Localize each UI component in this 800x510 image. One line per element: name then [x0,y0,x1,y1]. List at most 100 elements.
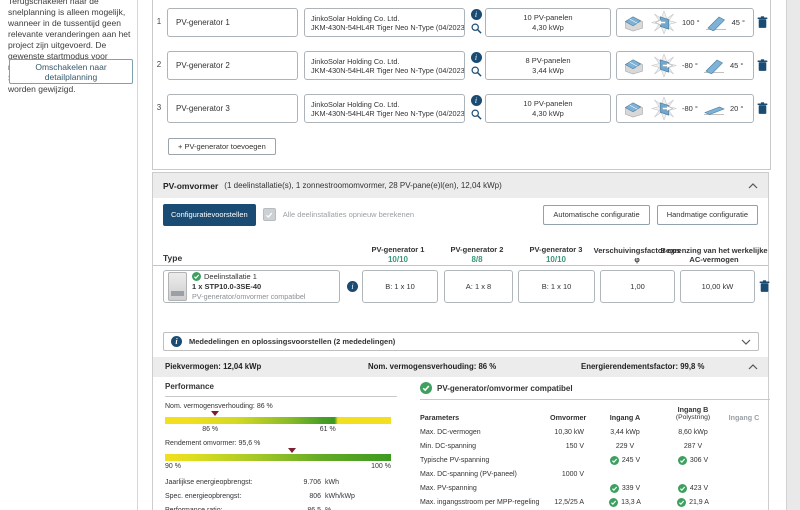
delete-subsystem-button[interactable] [759,280,770,293]
generator-name-field[interactable]: PV-generator 1 [167,8,298,37]
delete-row-button[interactable] [757,59,768,72]
module-type: JKM-430N-54HL4R Tiger Neo N-Type (04/202… [311,108,465,118]
expand-messages-icon[interactable] [741,339,751,345]
collapse-section-icon[interactable] [748,182,758,189]
panel-power: 4,30 kWp [532,22,564,32]
module-field[interactable]: JinkoSolar Holding Co. Ltd. JKM-430N-54H… [304,94,465,123]
panel-count-field[interactable]: 10 PV-panelen 4,30 kWp [485,94,611,123]
tilt-icon [705,16,726,31]
module-field[interactable]: JinkoSolar Holding Co. Ltd. JKM-430N-54H… [304,51,465,80]
ok-check-icon [677,455,687,465]
info-icon[interactable] [347,281,358,292]
pv-inverter-section: PV-omvormer (1 deelinstallatie(s), 1 zon… [152,172,770,510]
type-column-header: Type [163,253,183,263]
module-manufacturer: JinkoSolar Holding Co. Ltd. [311,56,400,66]
peak-power: Piekvermogen: 12,04 kWp [165,362,262,371]
search-icon[interactable] [471,66,482,77]
sidebar-divider [137,0,138,510]
generator-name: PV-generator 3 [176,104,230,113]
section-subtitle: (1 deelinstallatie(s), 1 zonnestroomomvo… [224,181,502,190]
module-actions [469,95,483,120]
ok-check-icon [609,497,619,507]
compat-row: Max. PV-spanning 339 V 423 V [420,483,709,493]
pv-inverter-header: PV-omvormer (1 deelinstallatie(s), 1 zon… [153,173,768,198]
manual-config-button[interactable]: Handmatige configuratie [656,204,758,225]
vertical-scrollbar[interactable] [786,0,800,510]
tilt-value: 20 ° [729,104,744,113]
info-icon[interactable] [470,95,482,106]
configuration-toolbar: Configuratievoorstellen Alle deelinstall… [163,203,758,226]
energy-yield-factor: Energierendementsfactor: 99,8 % [581,362,705,371]
panel-count-field[interactable]: 8 PV-panelen 3,44 kWp [485,51,611,80]
info-icon[interactable] [470,52,482,63]
azimuth-value: 100 ° [682,18,700,27]
messages-label: Mededelingen en oplossingsvoorstellen (2… [189,337,396,346]
compat-row: Max. DC-spanning (PV-paneel) 1000 V [420,470,584,478]
search-icon[interactable] [471,23,482,34]
cos-phi-field[interactable]: 1,00 [600,270,675,303]
module-field[interactable]: JinkoSolar Holding Co. Ltd. JKM-430N-54H… [304,8,465,37]
ratio-bar-label: Nom. vermogensverhouding: 86 % [165,403,273,410]
string-count-value: 10/10 [545,255,567,264]
delete-row-button[interactable] [757,16,768,29]
string-config-gen2[interactable]: A: 1 x 8 [444,270,513,303]
collapse-details-icon[interactable] [748,364,758,370]
panel-power: 4,30 kWp [532,108,564,118]
column-header-ac-limit: Begrenzing van het werkelijke AC-vermoge… [660,246,768,264]
string-count-value: 10/10 [387,255,409,264]
generator-name: PV-generator 2 [176,61,230,70]
stat-row: Spec. energieopbrengst: 806 kWh/kWp [165,492,355,500]
tilt-value: 45 ° [729,61,744,70]
module-manufacturer: JinkoSolar Holding Co. Ltd. [311,99,400,109]
pv-generator-row: 1 PV-generator 1 JinkoSolar Holding Co. … [153,8,770,37]
search-icon[interactable] [471,109,482,120]
check-icon [266,212,273,218]
info-icon [171,336,182,347]
orientation-field[interactable]: -80 ° 45 ° [616,51,754,80]
switch-to-detail-planning-button[interactable]: Omschakelen naar detailplanning [9,59,133,84]
column-header-pv-generator-3: PV-generator 3 10/10 [516,245,596,264]
inverter-image [168,272,187,301]
orientation-field[interactable]: 100 ° 45 ° [616,8,754,37]
info-icon[interactable] [470,9,482,20]
tilt-value: 45 ° [731,18,746,27]
generator-name-field[interactable]: PV-generator 3 [167,94,298,123]
module-manufacturer: JinkoSolar Holding Co. Ltd. [311,13,400,23]
stat-row: Performance ratio: 86,5% [165,506,332,510]
pv-generator-row: 2 PV-generator 2 JinkoSolar Holding Co. … [153,51,770,80]
panel-count-field[interactable]: 10 PV-panelen 4,30 kWp [485,8,611,37]
ok-check-icon [677,483,687,493]
efficiency-gauge [165,448,391,461]
performance-title: Performance [165,382,214,391]
ac-limit-field[interactable]: 10,00 kW [680,270,755,303]
ok-check-icon [420,382,432,394]
module-type: JKM-430N-54HL4R Tiger Neo N-Type (04/202… [311,22,465,32]
efficiency-bar-label: Rendement omvormer: 95,6 % [165,440,261,447]
string-config-gen3[interactable]: B: 1 x 10 [518,270,595,303]
column-header-pv-generator-1: PV-generator 1 10/10 [358,245,438,264]
efficiency-gauge-scale: 90 % 100 % [165,463,391,470]
add-generator-button[interactable]: + PV-generator toevoegen [168,138,276,155]
summary-bar: Piekvermogen: 12,04 kWp Nom. vermogensve… [153,357,768,377]
performance-panel: Performance Nom. vermogensverhouding: 86… [165,382,397,510]
generator-name-field[interactable]: PV-generator 2 [167,51,298,80]
config-proposals-button[interactable]: Configuratievoorstellen [163,203,256,226]
azimuth-icon [651,54,677,77]
subsystem-card[interactable]: Deelinstallatie 1 1 x STP10.0-3SE-40 PV-… [163,270,340,303]
generator-name: PV-generator 1 [176,18,230,27]
orientation-field[interactable]: -80 ° 20 ° [616,94,754,123]
delete-row-button[interactable] [757,102,768,115]
nominal-power-ratio: Nom. vermogensverhouding: 86 % [368,362,497,371]
recalc-checkbox-label: Alle deelinstallaties opnieuw berekenen [282,210,415,219]
string-config-gen1[interactable]: B: 1 x 10 [362,270,438,303]
panel-count: 8 PV-panelen [525,55,571,65]
compatibility-panel: PV-generator/omvormer compatibel Paramet… [420,382,770,510]
ok-check-icon [609,483,619,493]
auto-config-button[interactable]: Automatische configuratie [543,204,650,225]
gauge-marker [210,411,219,416]
recalc-checkbox[interactable] [262,208,276,221]
ratio-gauge [165,411,391,424]
messages-bar[interactable]: Mededelingen en oplossingsvoorstellen (2… [163,332,759,351]
row-number: 2 [156,60,162,69]
